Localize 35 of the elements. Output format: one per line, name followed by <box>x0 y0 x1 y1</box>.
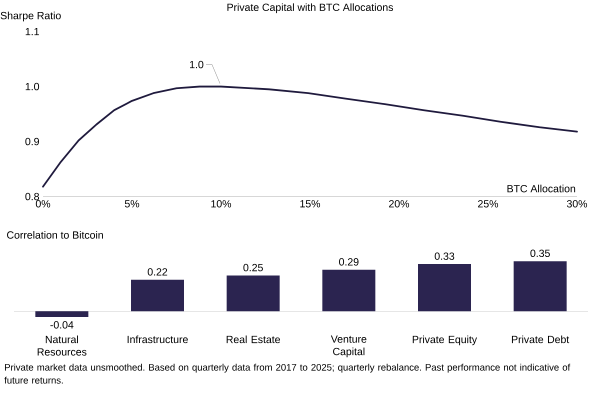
x-tick-label: Real Estate <box>226 336 280 344</box>
x-tick-label: Private Debt <box>512 336 570 344</box>
x-tick-label: 20% <box>389 200 410 208</box>
y-tick-label: 0.8 <box>25 193 40 200</box>
x-tick-label: 5% <box>124 200 140 208</box>
chart-title: Private Capital with BTC Allocations <box>227 4 394 14</box>
x-tick-label: Private Equity <box>412 336 478 346</box>
text: Private market data unsmoothed. Based on quarterly data from 2017 to 2025; quarterly rebalance. Past performance not indicative of future returns. <box>4 364 570 384</box>
bar <box>131 280 184 312</box>
chart-title: Correlation to Bitcoin <box>7 231 103 239</box>
x-axis-title: BTC Allocation <box>507 184 576 193</box>
data-label: 0.33 <box>434 252 454 260</box>
x-tick-label: 10% <box>211 200 232 208</box>
x-tick-label: Venture Capital <box>330 336 366 358</box>
bar <box>514 261 567 312</box>
x-tick-label: 25% <box>478 200 498 208</box>
data-label: 0.29 <box>339 258 359 266</box>
bar <box>226 276 280 312</box>
data-label: 0.25 <box>243 264 263 272</box>
x-tick-label: 15% <box>300 200 320 208</box>
annotation: 1.0 <box>190 61 204 68</box>
y-axis-title: Sharpe Ratio <box>0 12 61 22</box>
data-label: 0.35 <box>530 250 550 258</box>
bar <box>418 264 471 312</box>
y-tick-label: 1.0 <box>26 83 40 90</box>
bar <box>35 311 88 318</box>
data-label: -0.04 <box>50 321 74 329</box>
x-tick-label: Natural Resources <box>38 336 86 356</box>
x-tick-label: Infrastructure <box>128 336 188 344</box>
y-tick-label: 0.9 <box>25 138 39 146</box>
bar <box>322 270 376 312</box>
x-tick-label: 0% <box>36 200 50 208</box>
x-tick-label: 30% <box>566 200 588 208</box>
y-tick-label: 1.1 <box>26 28 39 36</box>
data-label: 0.22 <box>148 268 168 276</box>
